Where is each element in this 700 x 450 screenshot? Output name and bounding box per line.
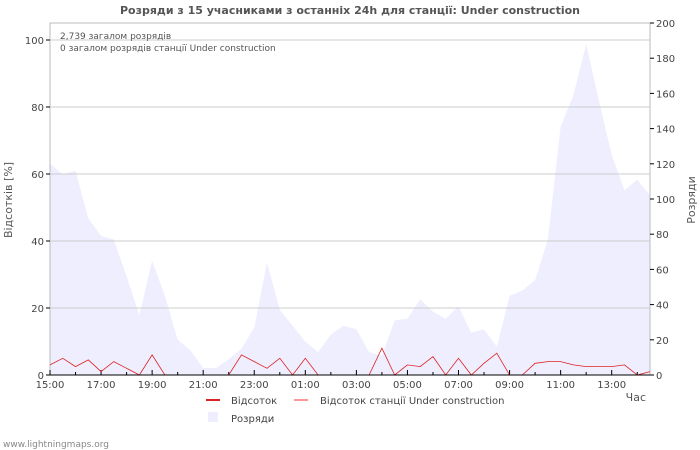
- y2-tick-label: 20: [656, 336, 669, 347]
- x-tick-label: 03:00: [342, 380, 371, 391]
- y-tick-label: 100: [25, 36, 44, 47]
- y-tick-label: 40: [31, 237, 44, 248]
- y2-tick-label: 80: [656, 230, 669, 241]
- x-tick-label: 11:00: [546, 380, 575, 391]
- legend-label-percent: Відсоток: [231, 395, 277, 407]
- y2-tick-label: 200: [656, 19, 675, 30]
- y2-tick-label: 0: [656, 371, 662, 382]
- x-tick-label: 13:00: [597, 380, 626, 391]
- footer-source: www.lightningmaps.org: [3, 440, 109, 450]
- y2-tick-label: 40: [656, 301, 669, 312]
- strokes-area: [50, 44, 650, 375]
- x-tick-label: 23:00: [240, 380, 269, 391]
- x-tick-label: 09:00: [495, 380, 524, 391]
- x-tick-label: 01:00: [291, 380, 320, 391]
- y-axis-label: Відсотків [%]: [2, 162, 15, 238]
- x-tick-label: 05:00: [393, 380, 422, 391]
- y2-tick-label: 160: [656, 89, 675, 100]
- chart-title: Розряди з 15 учасниками з останніх 24h д…: [120, 4, 580, 17]
- legend-label-strokes: Розряди: [231, 414, 274, 425]
- y-tick-label: 60: [31, 170, 44, 181]
- y-tick-label: 20: [31, 304, 44, 315]
- y2-tick-label: 120: [656, 160, 675, 171]
- x-tick-label: 17:00: [87, 380, 116, 391]
- x-tick-label: 19:00: [138, 380, 167, 391]
- x-tick-label: 07:00: [444, 380, 473, 391]
- y-tick-label: 0: [38, 371, 44, 382]
- y2-tick-label: 100: [656, 195, 675, 206]
- x-axis-label: Час: [626, 391, 646, 404]
- x-tick-label: 21:00: [189, 380, 218, 391]
- y2-tick-label: 60: [656, 265, 669, 276]
- y2-tick-label: 180: [656, 54, 675, 65]
- y-tick-label: 80: [31, 103, 44, 114]
- x-tick-label: 15:00: [36, 380, 65, 391]
- y2-tick-label: 140: [656, 125, 675, 136]
- annotation-station: 0 загалом розрядів станції Under constru…: [60, 44, 276, 54]
- legend-label-station: Відсоток станції Under construction: [320, 395, 505, 407]
- y2-axis-label: Розряди: [685, 176, 698, 224]
- annotation-total: 2,739 загалом розрядів: [60, 32, 171, 42]
- legend-swatch-strokes: [208, 412, 218, 422]
